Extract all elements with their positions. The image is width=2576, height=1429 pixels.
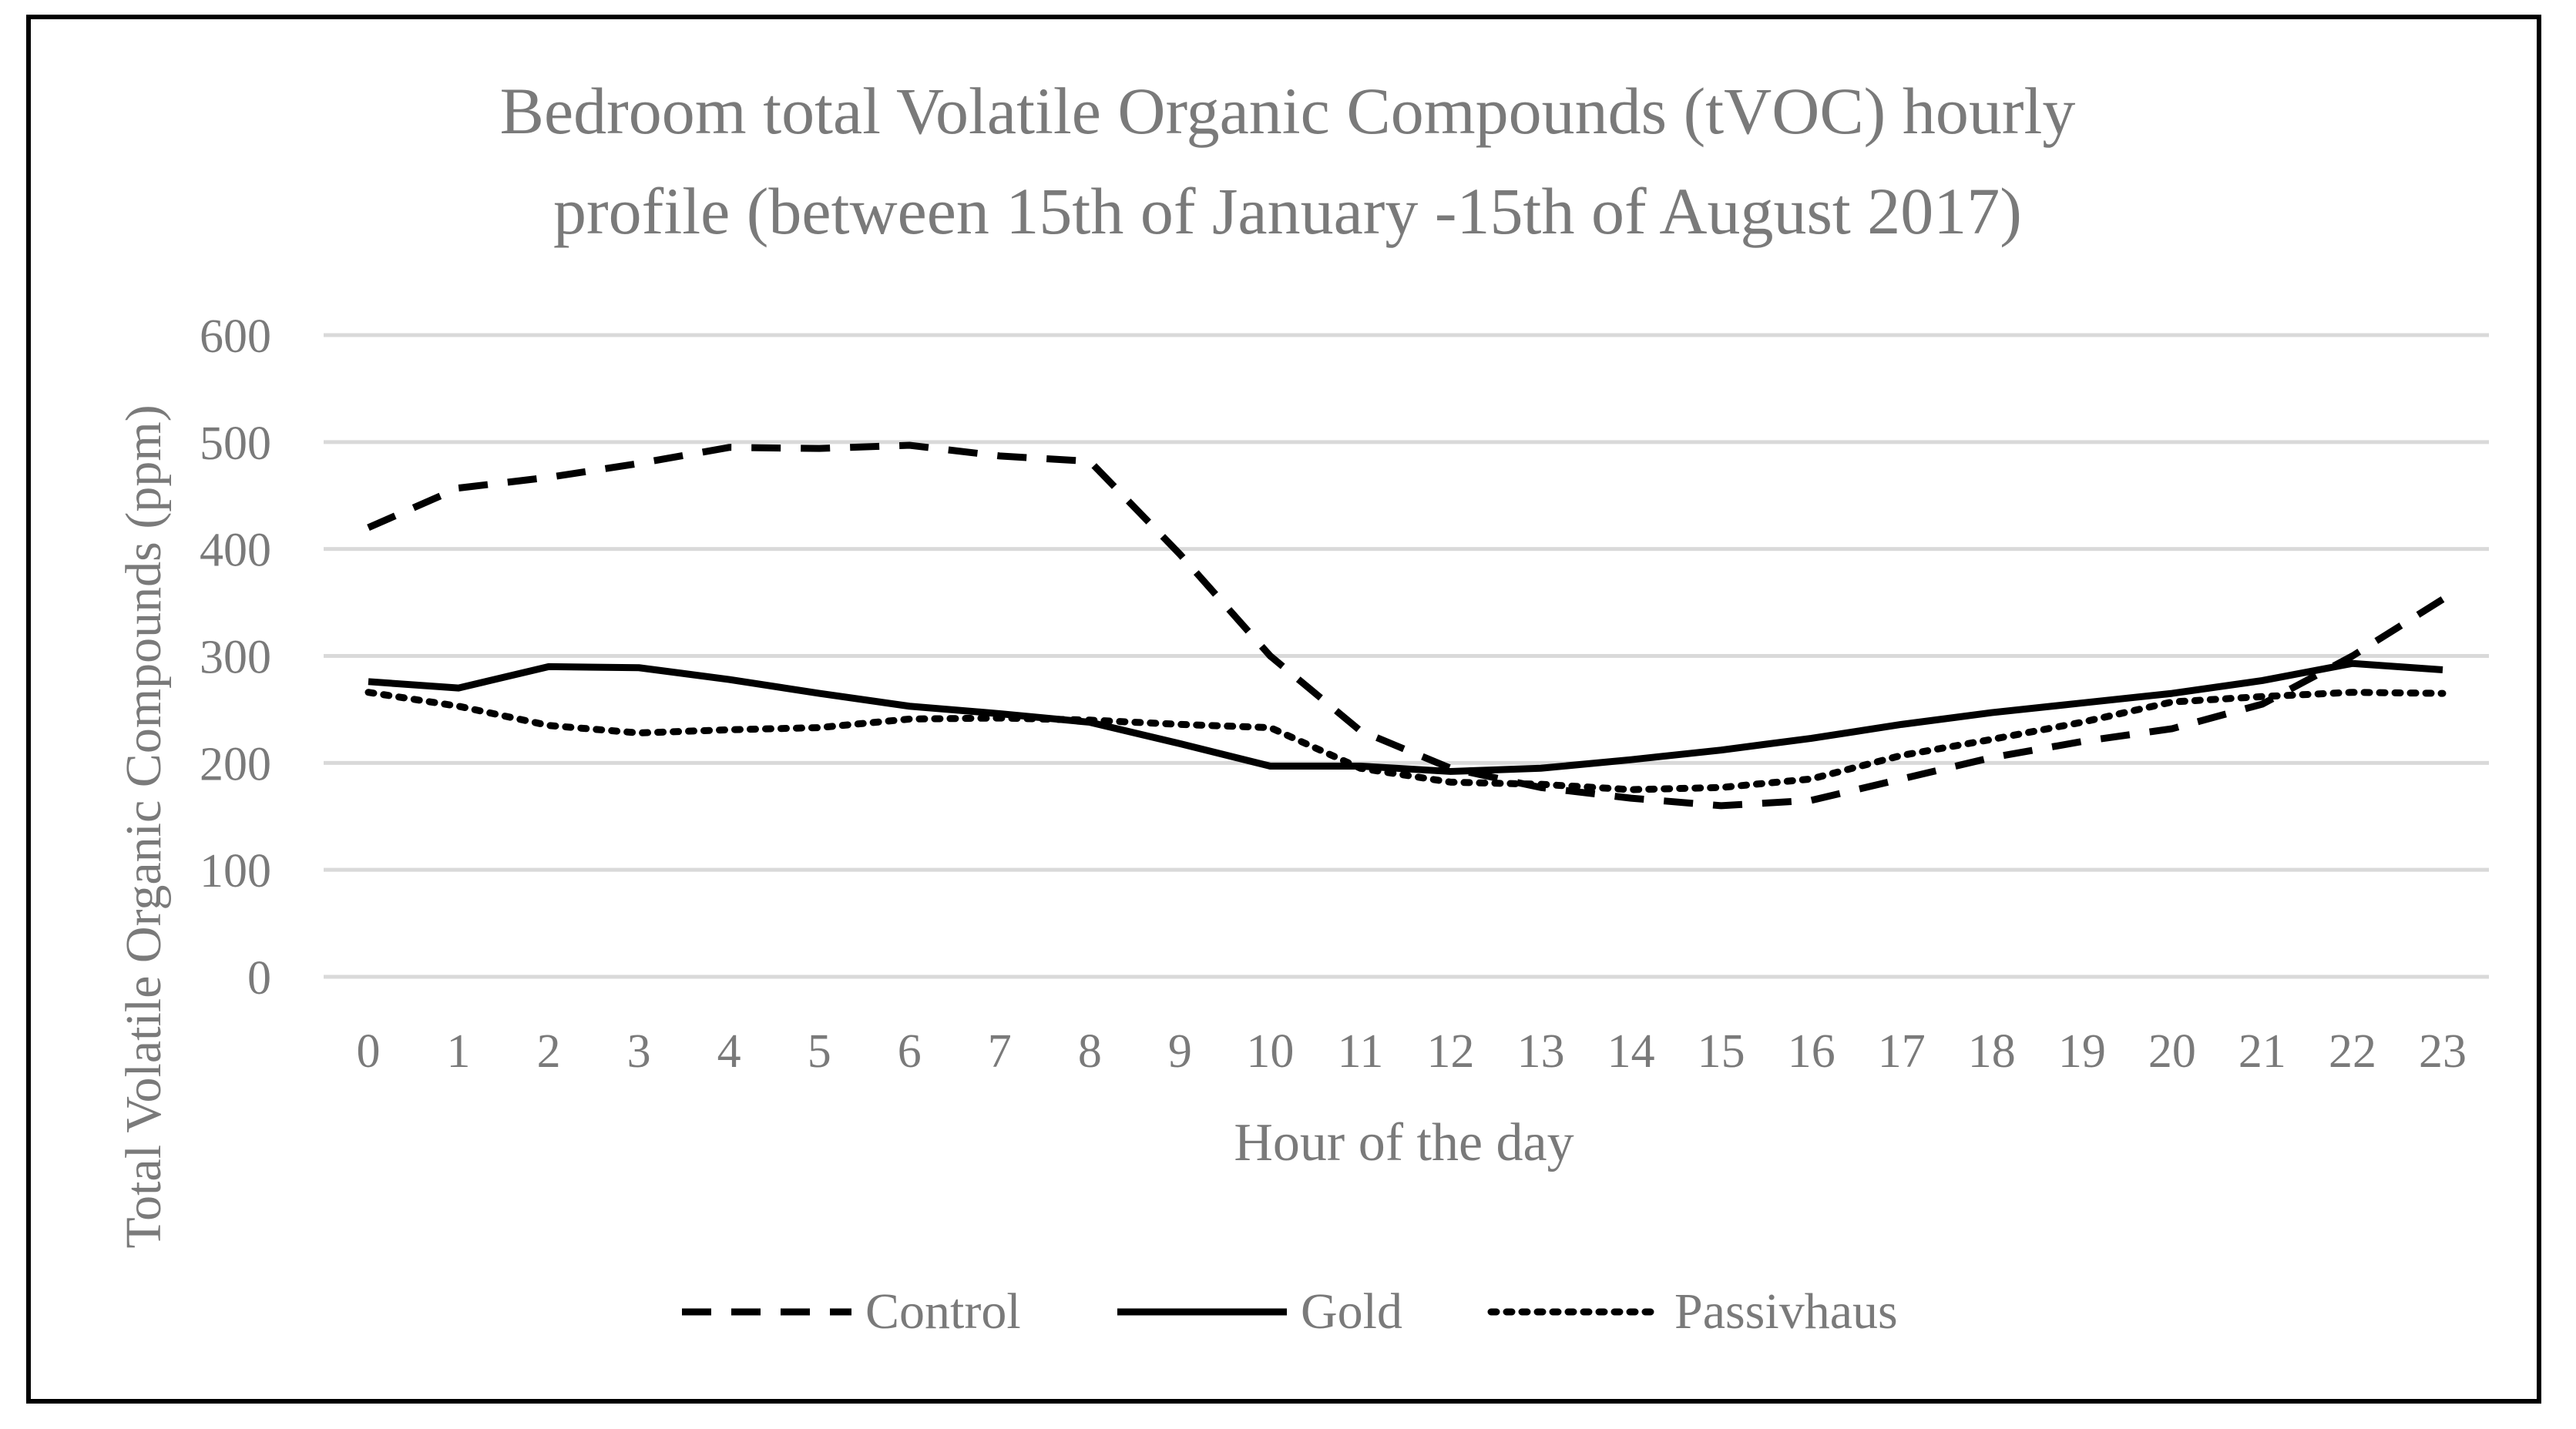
y-axis-label: Total Volatile Organic Compounds (ppm) [116,404,172,1248]
x-tick-label: 13 [1517,1025,1565,1078]
x-tick-label: 16 [1788,1025,1835,1078]
x-axis-ticks: 0 1 2 3 4 5 6 7 8 9 10 11 12 13 14 15 16 17 18 19 20 21 22 23 [357,1025,2467,1078]
x-tick-label: 9 [1168,1025,1192,1078]
x-tick-label: 20 [2148,1025,2196,1078]
gridlines [324,333,2489,979]
x-tick-label: 14 [1607,1025,1655,1078]
series-line-control [367,441,2445,810]
y-tick-label: 100 [200,845,271,897]
x-tick-label: 17 [1878,1025,1926,1078]
x-tick-label: 7 [988,1025,1012,1078]
legend-label-control: Control [865,1283,1021,1340]
x-tick-label: 11 [1338,1025,1384,1078]
x-tick-label: 23 [2419,1025,2467,1078]
y-tick-label: 0 [247,952,271,1005]
x-tick-label: 22 [2329,1025,2376,1078]
chart-frame [26,15,2541,1404]
x-axis-label: Hour of the day [1234,1113,1573,1172]
y-tick-label: 400 [200,525,271,577]
x-tick-label: 21 [2238,1025,2286,1078]
series-line-passivhaus [364,689,2447,793]
legend-label-gold: Gold [1301,1283,1402,1340]
y-tick-label: 200 [200,738,271,790]
x-tick-label: 3 [627,1025,651,1078]
x-tick-label: 18 [1968,1025,2016,1078]
x-tick-label: 19 [2058,1025,2106,1078]
x-tick-label: 10 [1246,1025,1294,1078]
chart-title-line-1: Bedroom total Volatile Organic Compounds… [500,74,2076,148]
y-tick-label: 600 [200,310,271,363]
x-tick-label: 2 [537,1025,561,1078]
x-tick-label: 0 [357,1025,381,1078]
series-line-gold [368,659,2443,775]
x-tick-label: 8 [1078,1025,1102,1078]
x-tick-label: 4 [717,1025,741,1078]
chart-title-line-2: profile (between 15th of January -15th o… [553,174,2022,248]
x-tick-label: 6 [898,1025,922,1078]
x-tick-label: 15 [1698,1025,1745,1078]
legend: Control Gold Passivhaus [682,1283,1898,1340]
y-tick-label: 300 [200,632,271,684]
x-tick-label: 1 [447,1025,471,1078]
legend-label-passivhaus: Passivhaus [1674,1283,1898,1340]
y-axis-ticks: 0 100 200 300 400 500 600 [200,310,271,1005]
series-lines [364,441,2447,810]
x-tick-label: 5 [808,1025,831,1078]
y-tick-label: 500 [200,418,271,470]
x-tick-label: 12 [1427,1025,1475,1078]
